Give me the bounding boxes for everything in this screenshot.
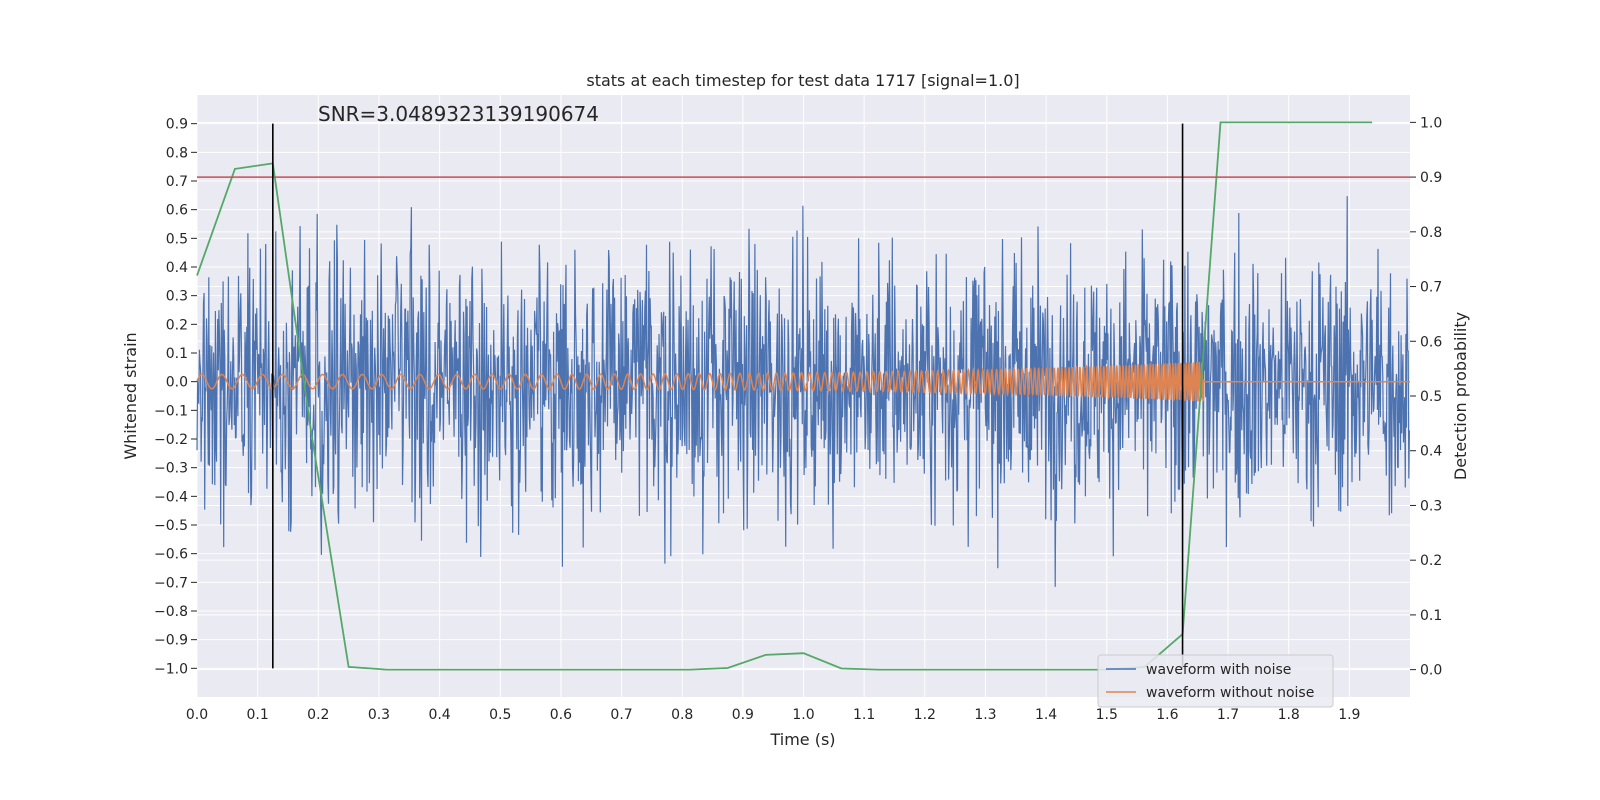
- y-left-tick-label: −0.8: [154, 604, 188, 620]
- left-y-axis-ticks: −1.0 −0.9 −0.8 −0.7 −0.6 −0.5 −0.4 −0.3 −0.2 −0.1…: [154, 117, 197, 677]
- y-left-tick-label: 0.0: [166, 375, 188, 391]
- y-right-tick-label: 0.8: [1420, 225, 1442, 241]
- x-tick-label: 0.6: [550, 707, 572, 723]
- y-left-tick-label: −0.4: [154, 489, 188, 505]
- x-tick-label: 1.9: [1338, 707, 1360, 723]
- y-left-tick-label: 0.2: [166, 317, 188, 333]
- x-tick-label: 1.0: [792, 707, 814, 723]
- x-tick-label: 0.8: [671, 707, 693, 723]
- y-left-tick-label: 0.3: [166, 289, 188, 305]
- x-tick-label: 1.2: [914, 707, 936, 723]
- x-tick-label: 1.7: [1217, 707, 1239, 723]
- y-right-tick-label: 0.0: [1420, 663, 1442, 679]
- y-right-tick-label: 0.6: [1420, 334, 1442, 350]
- y-left-tick-label: 0.4: [166, 260, 188, 276]
- clean-waveform-line: [196, 361, 1410, 402]
- x-tick-label: 1.3: [974, 707, 996, 723]
- y-left-tick-label: 0.5: [166, 231, 188, 247]
- detection-probability-line: [196, 121, 1373, 671]
- series-waveform-with-noise: [196, 196, 1410, 587]
- snr-annotation: SNR=3.0489323139190674: [318, 102, 599, 126]
- y-right-tick-label: 0.2: [1420, 553, 1442, 569]
- x-axis-ticks: 0.0 0.1 0.2 0.3 0.4 0.5 0.6 0.7 0.8 0.9 1.0 1.1 1.2 1…: [186, 707, 1361, 723]
- y-left-tick-label: −0.5: [154, 518, 188, 534]
- x-tick-label: 0.0: [186, 707, 208, 723]
- y-right-tick-label: 0.3: [1420, 498, 1442, 514]
- series-detection-probability: [196, 121, 1373, 671]
- left-y-axis-label: Whitened strain: [121, 332, 140, 459]
- x-tick-label: 1.8: [1278, 707, 1300, 723]
- y-left-tick-label: −0.7: [154, 575, 188, 591]
- legend: waveform with noise waveform without noi…: [1097, 654, 1334, 708]
- y-left-tick-label: −0.3: [154, 461, 188, 477]
- threshold-and-markers: [197, 123, 1410, 669]
- x-tick-label: 1.6: [1156, 707, 1178, 723]
- x-tick-label: 0.3: [368, 707, 390, 723]
- y-left-tick-label: −0.1: [154, 403, 188, 419]
- y-left-tick-label: 0.6: [166, 203, 188, 219]
- chart-title: stats at each timestep for test data 171…: [586, 71, 1019, 90]
- y-left-tick-label: 0.9: [166, 117, 188, 133]
- x-tick-label: 0.1: [247, 707, 269, 723]
- y-right-tick-label: 0.7: [1420, 280, 1442, 296]
- x-axis-label: Time (s): [769, 730, 835, 749]
- y-right-tick-label: 0.5: [1420, 389, 1442, 405]
- legend-label-no-noise: waveform without noise: [1146, 685, 1314, 701]
- y-left-tick-label: 0.7: [166, 174, 188, 190]
- x-tick-label: 1.4: [1035, 707, 1057, 723]
- legend-label-noise: waveform with noise: [1146, 662, 1291, 678]
- x-tick-label: 0.2: [307, 707, 329, 723]
- y-right-tick-label: 0.9: [1420, 170, 1442, 186]
- y-left-tick-label: 0.8: [166, 145, 188, 161]
- x-tick-label: 0.4: [428, 707, 450, 723]
- x-tick-label: 1.5: [1096, 707, 1118, 723]
- series-waveform-without-noise: [196, 361, 1410, 402]
- x-tick-label: 0.9: [732, 707, 754, 723]
- right-y-axis-label: Detection probability: [1451, 312, 1470, 480]
- y-right-tick-label: 1.0: [1420, 115, 1442, 131]
- legend-box: [1097, 654, 1334, 708]
- y-left-tick-label: −0.9: [154, 633, 188, 649]
- y-right-tick-label: 0.4: [1420, 444, 1442, 460]
- noise-waveform-line: [196, 196, 1410, 587]
- y-left-tick-label: −0.6: [154, 547, 188, 563]
- y-left-tick-label: −0.2: [154, 432, 188, 448]
- y-left-tick-label: 0.1: [166, 346, 188, 362]
- right-y-axis-ticks: 0.0 0.1 0.2 0.3 0.4 0.5 0.6 0.7 0.8 0.9 1.0: [1410, 115, 1442, 679]
- x-tick-label: 1.1: [853, 707, 875, 723]
- x-tick-label: 0.7: [610, 707, 632, 723]
- x-tick-label: 0.5: [489, 707, 511, 723]
- y-left-tick-label: −1.0: [154, 661, 188, 677]
- y-right-tick-label: 0.1: [1420, 608, 1442, 624]
